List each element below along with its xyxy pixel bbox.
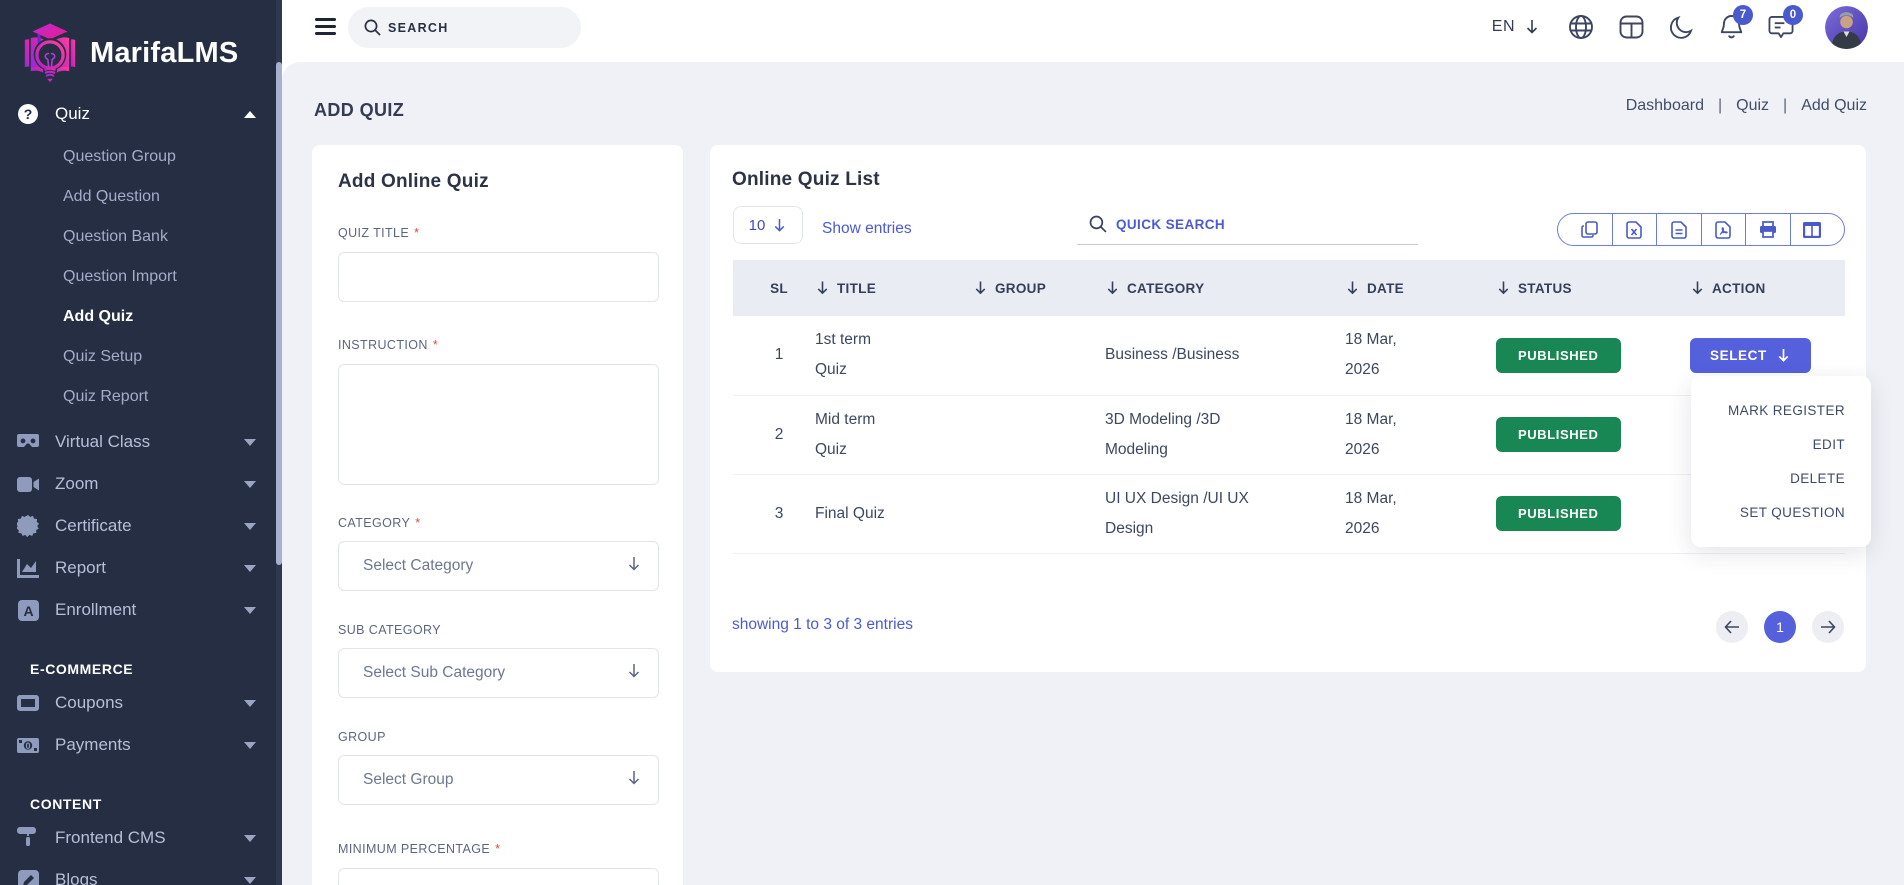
- svg-text:0: 0: [25, 741, 30, 751]
- svg-text:?: ?: [24, 106, 33, 122]
- svg-text:A: A: [23, 603, 33, 619]
